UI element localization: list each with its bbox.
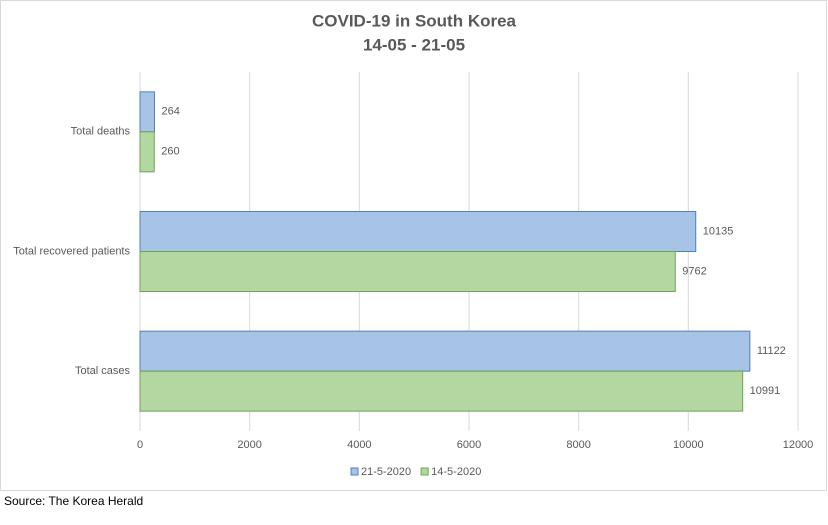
- x-tick-label: 8000: [566, 439, 590, 451]
- data-label: 11122: [757, 345, 786, 357]
- data-label: 10991: [750, 385, 781, 397]
- y-tick-label: Total recovered patients: [13, 245, 130, 257]
- y-tick-label: Total cases: [75, 365, 131, 377]
- legend-swatch: [420, 467, 429, 476]
- bar: [139, 330, 751, 372]
- x-tick-label: 4000: [347, 439, 371, 451]
- bar: [139, 131, 155, 173]
- bar: [139, 91, 155, 133]
- source: Source: The Korea Herald: [4, 494, 143, 508]
- data-label: 9762: [682, 265, 706, 277]
- data-label: 264: [161, 106, 179, 118]
- bar: [139, 251, 676, 292]
- data-label: 10135: [703, 225, 734, 237]
- y-tick-label: Total deaths: [71, 126, 131, 138]
- bar: [139, 370, 744, 412]
- bar: [139, 211, 697, 252]
- chart-title: COVID-19 in South Korea: [312, 11, 517, 30]
- chart-subtitle: 14-05 - 21-05: [363, 35, 465, 54]
- legend-label: 21-5-2020: [361, 466, 411, 478]
- x-tick-label: 0: [137, 439, 143, 451]
- data-label: 260: [161, 146, 179, 158]
- legend-swatch: [350, 467, 359, 476]
- legend-label: 14-5-2020: [431, 466, 481, 478]
- x-tick-label: 12000: [783, 439, 814, 451]
- x-tick-label: 10000: [673, 439, 704, 451]
- x-tick-label: 2000: [237, 439, 261, 451]
- x-tick-label: 6000: [457, 439, 481, 451]
